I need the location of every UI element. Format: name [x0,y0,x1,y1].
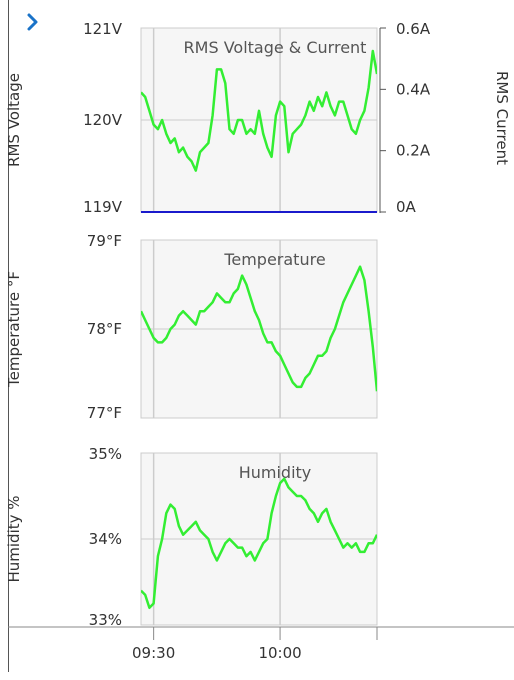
y2-tick-label: 0.4A [396,80,431,98]
y-tick-label: 120V [83,111,123,129]
expand-sidebar-button[interactable] [20,10,46,38]
y-tick-label: 121V [83,20,123,38]
y-tick-label: 77°F [87,404,122,422]
sidebar-divider [8,0,9,672]
y2-axis-label: RMS Current [493,71,511,165]
y-tick-label: 33% [89,611,122,629]
series-line-temperature [141,265,377,392]
y-tick-label: 78°F [87,320,122,338]
y-tick-label: 79°F [87,232,122,250]
chart-title: Humidity [239,463,312,482]
y-tick-label: 119V [83,198,123,216]
chart-title: Temperature [223,250,325,269]
series-line-humidity [141,477,377,610]
x-tick-label: 10:00 [258,644,301,662]
plot-area [140,27,378,213]
plot-area [140,239,378,419]
chevron-right-icon [26,12,40,36]
x-tick-label: 09:30 [132,644,175,662]
y-tick-label: 34% [89,530,122,548]
series-line-voltage [141,49,377,172]
y2-tick-label: 0.2A [396,142,431,160]
y2-tick-label: 0.6A [396,20,431,38]
chart-title: RMS Voltage & Current [184,38,367,57]
plot-area [140,452,378,626]
y-tick-label: 35% [89,445,122,463]
y2-tick-label: 0A [396,198,417,216]
